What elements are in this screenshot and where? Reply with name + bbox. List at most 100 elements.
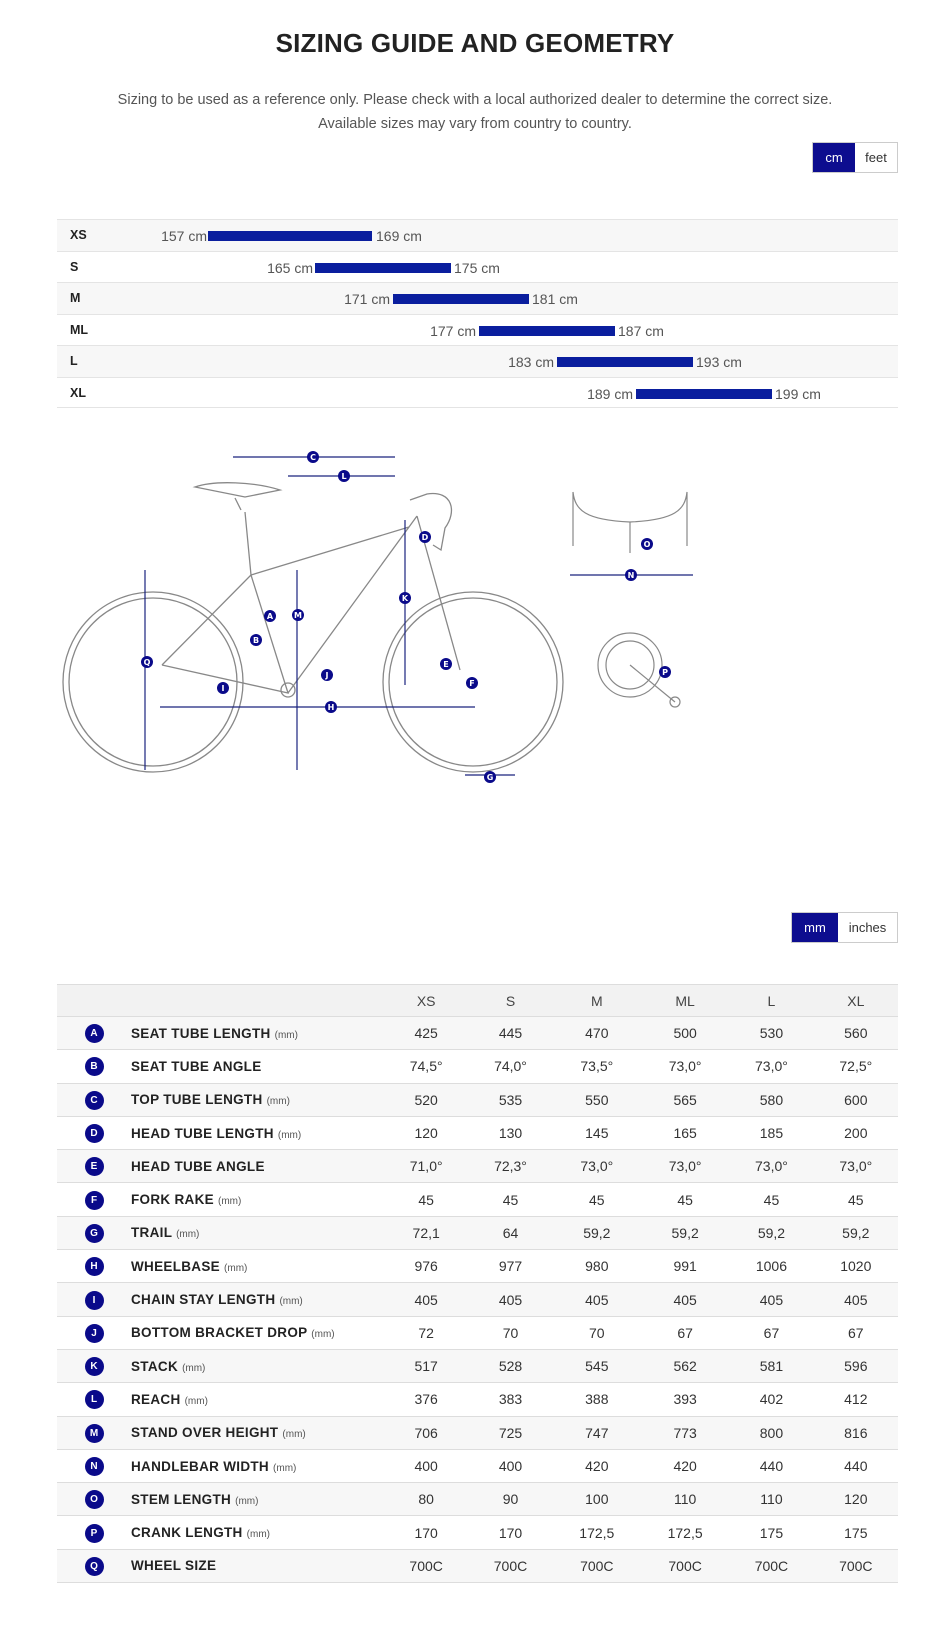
- size-row-xl: XL 189 cm 199 cm: [57, 376, 898, 408]
- measurement-value: 110: [640, 1482, 730, 1517]
- diagram-label-j: J: [325, 671, 329, 680]
- measurement-name: CHAIN STAY LENGTH: [131, 1292, 276, 1308]
- size-row-ml: ML 177 cm 187 cm: [57, 313, 898, 346]
- measurement-name-cell: SEAT TUBE ANGLE: [131, 1049, 384, 1084]
- measurement-value: 402: [729, 1382, 814, 1417]
- bike-outline: [62, 482, 564, 773]
- row-letter-cell: L: [57, 1382, 131, 1417]
- measurement-name: WHEELBASE: [131, 1258, 220, 1274]
- measurement-value: 59,2: [552, 1216, 641, 1251]
- unit-feet-button[interactable]: feet: [855, 143, 897, 172]
- diagram-label-c: C: [310, 453, 316, 462]
- measurement-value: 405: [729, 1282, 814, 1317]
- geometry-table: XS S M ML L XL A SEAT TUBE LENGTH (mm) 425…: [57, 984, 898, 1584]
- measurement-value: 405: [640, 1282, 730, 1317]
- height-unit-toggle[interactable]: cm feet: [812, 142, 898, 173]
- row-letter-cell: N: [57, 1449, 131, 1484]
- measurement-value: 560: [813, 1016, 898, 1051]
- measurement-value: 600: [813, 1083, 898, 1117]
- table-row: L REACH (mm) 376 383 388 393 402 412: [57, 1382, 898, 1417]
- measurement-value: 1006: [729, 1249, 814, 1284]
- diagram-label-h: H: [328, 703, 335, 712]
- diagram-label-e: E: [443, 660, 448, 669]
- measurement-unit: (mm): [277, 1129, 302, 1141]
- measurement-unit: (mm): [184, 1395, 208, 1407]
- header-size: XL: [813, 984, 898, 1017]
- measurement-name-cell: FORK RAKE (mm): [131, 1182, 384, 1217]
- measurement-value: 420: [640, 1449, 730, 1484]
- measurement-value: 700C: [813, 1549, 898, 1584]
- measurement-name-cell: BOTTOM BRACKET DROP (mm): [131, 1316, 384, 1350]
- measurement-name-cell: WHEELBASE (mm): [131, 1249, 384, 1284]
- size-label: S: [70, 259, 79, 274]
- unit-cm-button[interactable]: cm: [813, 143, 855, 172]
- range-max: 193 cm: [696, 354, 742, 370]
- measurement-value: 74,5°: [384, 1049, 469, 1084]
- measurement-value: 747: [552, 1416, 641, 1450]
- range-bar: [636, 388, 772, 399]
- measurement-unit: (mm): [274, 1029, 298, 1041]
- unit-mm-button[interactable]: mm: [792, 913, 838, 942]
- table-row: H WHEELBASE (mm) 976 977 980 991 1006 1020: [57, 1249, 898, 1284]
- measurement-value: 59,2: [729, 1216, 814, 1251]
- measurement-value: 100: [552, 1482, 641, 1517]
- row-letter-cell: M: [57, 1416, 131, 1450]
- header-size: S: [468, 984, 553, 1017]
- measurement-value: 500: [640, 1016, 730, 1051]
- measurement-value: 71,0°: [384, 1149, 469, 1184]
- measurement-value: 45: [468, 1182, 553, 1217]
- measurement-value: 440: [813, 1449, 898, 1484]
- measurement-value: 59,2: [640, 1216, 730, 1251]
- measurement-value: 991: [640, 1249, 730, 1284]
- measurement-badge: P: [84, 1523, 104, 1543]
- row-letter-cell: Q: [57, 1549, 131, 1584]
- measurement-badge: N: [84, 1457, 104, 1476]
- measurement-name-cell: REACH (mm): [131, 1382, 384, 1417]
- row-letter-cell: O: [57, 1482, 131, 1517]
- table-row: G TRAIL (mm) 72,1 64 59,2 59,2 59,2 59,2: [57, 1216, 898, 1251]
- row-letter-cell: H: [57, 1249, 131, 1284]
- measurement-unit: (mm): [235, 1495, 259, 1507]
- measurement-value: 73,0°: [729, 1149, 814, 1184]
- measurement-value: 405: [813, 1282, 898, 1317]
- measurement-name: BOTTOM BRACKET DROP: [131, 1325, 308, 1341]
- rear-wheel: [62, 591, 244, 773]
- geometry-unit-toggle[interactable]: mm inches: [791, 912, 898, 943]
- table-row: B SEAT TUBE ANGLE 74,5° 74,0° 73,5° 73,0° 73,…: [57, 1049, 898, 1084]
- table-row: J BOTTOM BRACKET DROP (mm) 72 70 70 67 67 67: [57, 1316, 898, 1350]
- table-row: M STAND OVER HEIGHT (mm) 706 725 747 773 800 81…: [57, 1416, 898, 1450]
- range-max: 181 cm: [532, 291, 578, 307]
- measurement-value: 170: [384, 1515, 469, 1550]
- measurement-name-cell: HEAD TUBE ANGLE: [131, 1149, 384, 1184]
- measurement-value: 977: [468, 1249, 553, 1284]
- measurement-badge: M: [84, 1423, 104, 1443]
- measurement-name: WHEEL SIZE: [131, 1558, 217, 1574]
- size-row-xs: XS 157 cm 169 cm: [57, 219, 898, 251]
- unit-inches-button[interactable]: inches: [838, 913, 897, 942]
- geometry-header-row: XS S M ML L XL: [57, 984, 898, 1017]
- measurement-badge: L: [84, 1390, 104, 1410]
- measurement-name-cell: STEM LENGTH (mm): [131, 1482, 384, 1517]
- size-row-s: S 165 cm 175 cm: [57, 250, 898, 283]
- measurement-value: 73,0°: [640, 1149, 730, 1184]
- measurement-badge: F: [84, 1190, 104, 1210]
- measurement-unit: (mm): [246, 1529, 270, 1541]
- measurement-badge: Q: [84, 1556, 104, 1576]
- measurement-value: 420: [552, 1449, 641, 1484]
- table-row: C TOP TUBE LENGTH (mm) 520 535 550 565 580 600: [57, 1083, 898, 1117]
- table-row: N HANDLEBAR WIDTH (mm) 400 400 420 420 440 440: [57, 1449, 898, 1484]
- size-row-m: M 171 cm 181 cm: [57, 282, 898, 314]
- measurement-value: 45: [384, 1182, 469, 1217]
- measurement-value: 45: [640, 1182, 730, 1217]
- measurement-badge: G: [84, 1223, 104, 1243]
- diagram-label-d: D: [422, 533, 429, 542]
- diagram-label-p: P: [662, 668, 668, 677]
- measurement-value: 562: [640, 1349, 730, 1384]
- measurement-value: 393: [640, 1382, 730, 1417]
- table-row: Q WHEEL SIZE 700C 700C 700C 700C 700C 700C: [57, 1549, 898, 1584]
- diagram-label-i: I: [222, 684, 225, 693]
- measurement-value: 400: [384, 1449, 469, 1484]
- diagram-label-q: Q: [144, 658, 151, 667]
- measurement-value: 388: [552, 1382, 641, 1417]
- measurement-value: 700C: [640, 1549, 730, 1584]
